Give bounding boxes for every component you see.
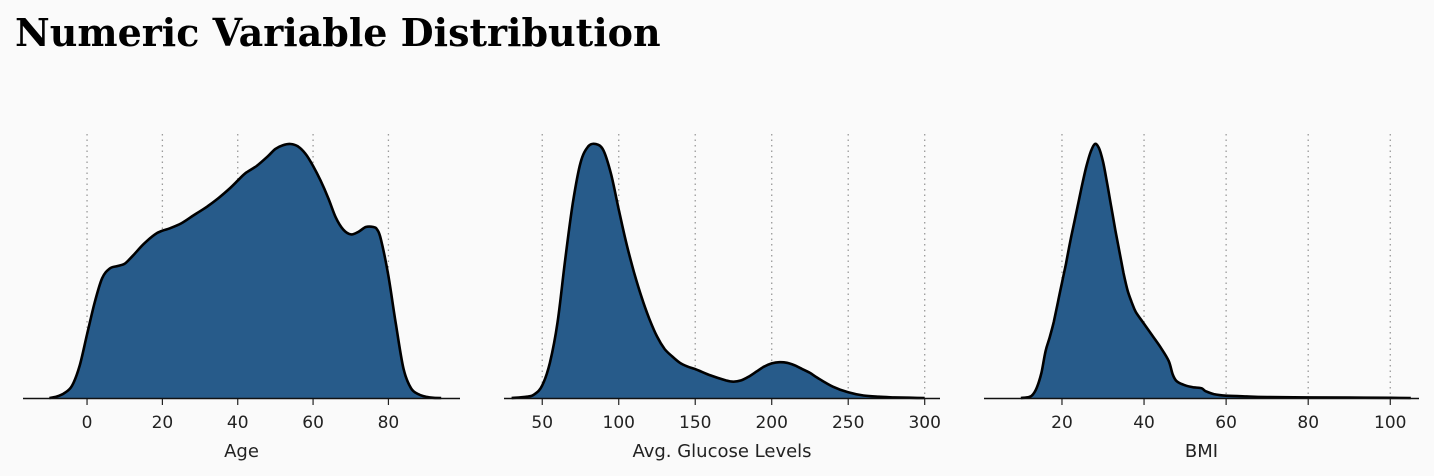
x-tick-label: 300: [908, 413, 940, 433]
density-area: [49, 143, 442, 398]
x-tick-label: 100: [603, 413, 635, 433]
x-tick-label: 0: [82, 413, 93, 433]
x-tick-label: 20: [152, 413, 174, 433]
chart-title: Numeric Variable Distribution: [15, 10, 661, 55]
x-tick-label: 80: [1297, 413, 1319, 433]
x-tick-label: 60: [1215, 413, 1237, 433]
x-tick-label: 250: [832, 413, 864, 433]
x-axis-label: Age: [224, 441, 259, 462]
x-tick-label: 50: [531, 413, 553, 433]
x-tick-label: 100: [1374, 413, 1406, 433]
x-tick-label: 200: [755, 413, 787, 433]
x-tick-label: 150: [679, 413, 711, 433]
x-tick-label: 60: [302, 413, 324, 433]
density-area: [1020, 143, 1411, 398]
x-axis-label: Avg. Glucose Levels: [632, 441, 811, 462]
x-tick-label: 40: [227, 413, 249, 433]
density-line: [1020, 142, 1411, 400]
density-line: [511, 142, 925, 400]
density-area: [511, 143, 925, 398]
x-tick-label: 80: [378, 413, 400, 433]
x-axis-label: BMI: [1185, 441, 1218, 462]
x-tick-label: 20: [1051, 413, 1073, 433]
density-line: [49, 142, 442, 400]
x-tick-label: 40: [1133, 413, 1155, 433]
